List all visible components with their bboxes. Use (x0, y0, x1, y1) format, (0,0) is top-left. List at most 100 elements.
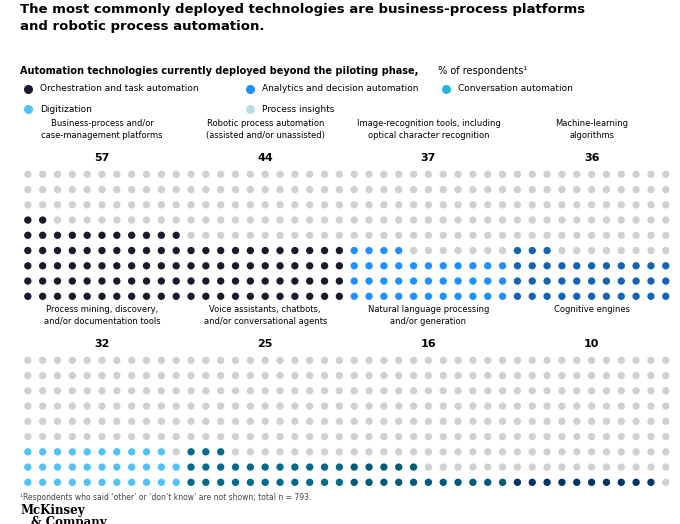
Point (186, 356, 197, 365)
Text: 57: 57 (95, 154, 109, 163)
Point (216, 372, 226, 380)
Point (645, 292, 656, 300)
Point (304, 277, 315, 285)
Point (645, 261, 656, 270)
Point (186, 216, 197, 224)
Point (304, 185, 315, 194)
Point (497, 387, 508, 395)
Point (512, 201, 523, 209)
Point (630, 231, 641, 239)
Point (22, 463, 33, 471)
Point (290, 246, 301, 255)
Point (82, 185, 92, 194)
Point (171, 246, 182, 255)
Point (379, 356, 390, 365)
Point (645, 356, 656, 365)
Point (216, 216, 226, 224)
Point (186, 261, 197, 270)
Point (660, 277, 671, 285)
Point (512, 170, 523, 179)
Point (290, 417, 301, 425)
Point (467, 201, 478, 209)
Point (497, 356, 508, 365)
Point (423, 201, 434, 209)
Point (645, 185, 656, 194)
Point (67, 231, 78, 239)
Point (216, 201, 226, 209)
Point (290, 463, 301, 471)
Point (67, 201, 78, 209)
Text: 36: 36 (584, 154, 599, 163)
Point (304, 447, 315, 456)
Point (482, 447, 493, 456)
Point (364, 402, 375, 410)
Text: Process insights: Process insights (262, 105, 335, 114)
Point (186, 246, 197, 255)
Text: The most commonly deployed technologies are business-process platforms
and robot: The most commonly deployed technologies … (20, 3, 585, 32)
Point (141, 402, 152, 410)
Point (216, 478, 226, 486)
Point (290, 292, 301, 300)
Point (467, 246, 478, 255)
Point (67, 447, 78, 456)
Point (97, 447, 107, 456)
Point (512, 277, 523, 285)
Point (52, 292, 63, 300)
Point (141, 372, 152, 380)
Point (467, 402, 478, 410)
Point (201, 261, 211, 270)
Point (364, 292, 375, 300)
Point (438, 432, 449, 441)
Point (82, 478, 92, 486)
Point (201, 216, 211, 224)
Point (216, 246, 226, 255)
Point (334, 447, 345, 456)
Point (423, 277, 434, 285)
Point (556, 216, 567, 224)
Point (230, 246, 241, 255)
Point (393, 372, 404, 380)
Point (126, 261, 137, 270)
Point (601, 185, 612, 194)
Point (290, 201, 301, 209)
Point (334, 261, 345, 270)
Point (82, 231, 92, 239)
Point (408, 216, 419, 224)
Point (379, 246, 390, 255)
Point (379, 372, 390, 380)
Point (171, 170, 182, 179)
Point (245, 246, 256, 255)
Point (201, 356, 211, 365)
Point (156, 277, 167, 285)
Point (379, 201, 390, 209)
Point (22, 417, 33, 425)
Point (349, 231, 360, 239)
Point (290, 478, 301, 486)
Point (571, 417, 582, 425)
Point (260, 292, 271, 300)
Point (186, 432, 197, 441)
Point (334, 216, 345, 224)
Point (497, 185, 508, 194)
Point (334, 463, 345, 471)
Point (319, 261, 330, 270)
Point (379, 432, 390, 441)
Point (126, 170, 137, 179)
Point (52, 387, 63, 395)
Point (482, 216, 493, 224)
Point (171, 463, 182, 471)
Point (601, 356, 612, 365)
Point (245, 216, 256, 224)
Point (216, 356, 226, 365)
Point (645, 463, 656, 471)
Point (82, 277, 92, 285)
Point (616, 231, 627, 239)
Point (126, 402, 137, 410)
Point (67, 170, 78, 179)
Point (216, 292, 226, 300)
Point (630, 246, 641, 255)
Point (82, 170, 92, 179)
Point (601, 387, 612, 395)
Point (37, 356, 48, 365)
Point (423, 292, 434, 300)
